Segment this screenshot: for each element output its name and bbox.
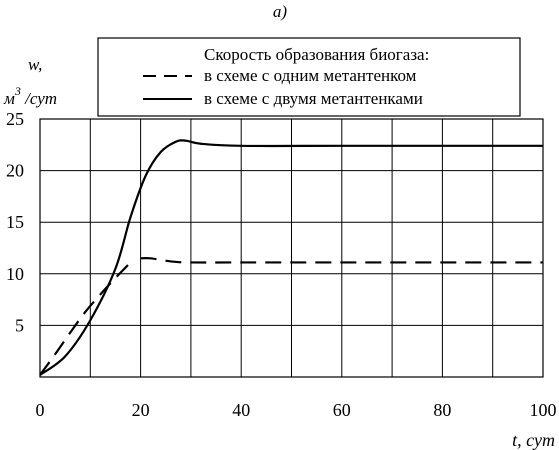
- y-axis-unit-tail: /сут: [21, 89, 57, 108]
- panel-label: а): [273, 2, 288, 21]
- x-tick-label: 60: [333, 400, 351, 420]
- plot-frame: [39, 118, 544, 378]
- x-tick-label: 0: [36, 400, 45, 420]
- y-tick-label: 5: [15, 315, 24, 335]
- x-tick-label: 100: [530, 400, 557, 420]
- series-lines: [39, 139, 543, 376]
- y-tick-label: 20: [6, 161, 24, 181]
- y-tick-labels: 5 10 15 20 25: [6, 109, 24, 335]
- y-tick-label: 25: [6, 109, 24, 129]
- y-axis-unit: м3 /сут: [3, 84, 57, 108]
- y-tick-label: 10: [6, 264, 24, 284]
- series-line-two-tanks: [39, 139, 543, 376]
- x-axis-label: t, сут: [512, 430, 555, 450]
- y-axis-label: w,: [28, 55, 42, 74]
- series-line-one-tank: [39, 261, 132, 376]
- y-axis-unit-base: м: [3, 89, 15, 108]
- series-line-one-tank: [140, 256, 543, 264]
- x-tick-label: 40: [232, 400, 250, 420]
- legend-label-two-tanks: в схеме с двумя метантенками: [204, 89, 423, 108]
- legend-title: Скорость образования биогаза:: [204, 45, 429, 64]
- y-tick-label: 15: [6, 212, 24, 232]
- x-tick-label: 20: [132, 400, 150, 420]
- legend-label-one-tank: в схеме с одним метантенком: [204, 66, 417, 85]
- grid-lines: [40, 119, 543, 377]
- x-tick-label: 80: [433, 400, 451, 420]
- x-tick-labels: 0 20 40 60 80 100: [36, 400, 557, 420]
- y-axis-unit-exponent: 3: [14, 84, 21, 98]
- legend: Скорость образования биогаза: в схеме с …: [97, 37, 521, 117]
